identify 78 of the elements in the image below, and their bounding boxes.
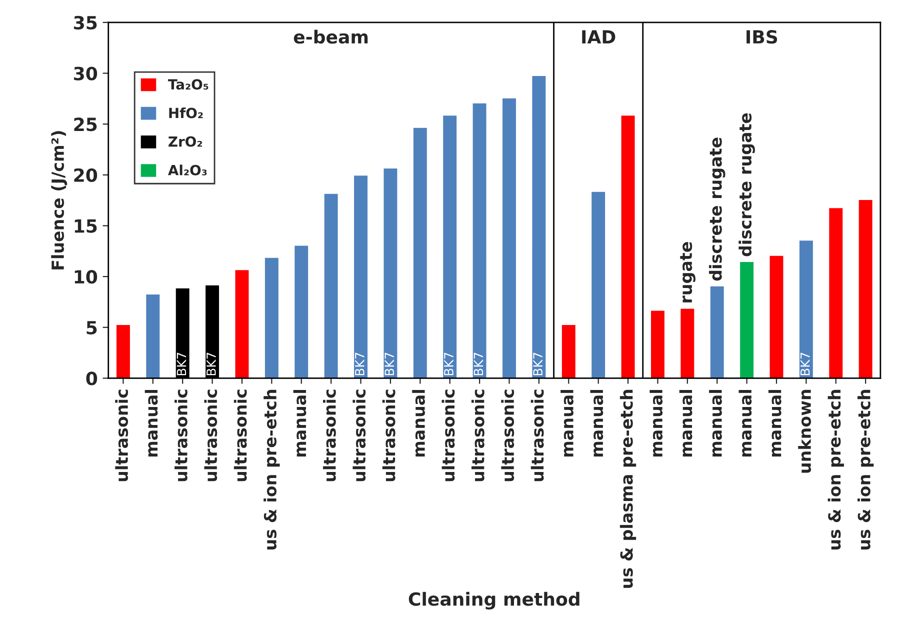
x-tick-label: ultrasonic [382,390,396,482]
bar [857,198,874,378]
bar [768,254,785,378]
annotation: discrete rugate [738,113,755,256]
x-tick-label: us & ion pre-etch [264,390,280,550]
bar [679,307,696,378]
x-tick-label: ultrasonic [352,390,366,482]
x-tick-label: unknown [798,390,812,473]
legend-label: ZrO₂ [168,136,202,147]
x-tick-label: manual [679,390,692,457]
x-tick-label: ultrasonic [530,390,544,482]
bar [234,268,250,378]
annotation: rugate [680,242,696,302]
y-tick-label: 25 [74,118,97,132]
bar [708,285,726,378]
bar [560,324,577,378]
annotation: BK7 [533,352,542,376]
x-tick-label: manual [709,390,722,457]
bar [650,309,666,378]
annotation: BK7 [474,352,483,376]
annotation: IAD [582,30,616,44]
bar [352,174,369,378]
legend-label: Ta₂O₅ [168,79,208,90]
x-tick-label: manual [144,390,158,457]
annotation: BK7 [800,352,810,376]
y-tick-label: 0 [86,372,98,386]
bar [501,96,518,378]
bar [620,114,636,378]
x-tick-label: ultrasonic [115,390,128,482]
bar [144,293,162,378]
bar [828,206,844,378]
y-tick-label: 30 [74,66,98,80]
y-tick-label: 35 [74,16,97,30]
bar [738,260,755,378]
x-tick-label: manual [768,390,782,457]
x-tick-label: manual [738,390,752,457]
y-tick-label: 20 [74,168,98,182]
bar [412,126,428,378]
bar [530,74,548,378]
y-axis-title: Fluence (J/cm²) [51,131,68,270]
x-tick-label: us & ion pre-etch [858,390,874,550]
annotation: BK7 [206,352,216,376]
y-tick-label: 15 [74,219,97,233]
bar [115,324,132,378]
x-tick-label: manual [560,390,574,457]
bar [590,190,606,378]
x-tick-label: ultrasonic [442,390,455,482]
x-axis-title: Cleaning method [408,592,580,610]
legend-label: HfO₂ [169,107,203,118]
x-tick-label: ultrasonic [204,390,218,482]
bar [322,192,340,378]
bar [293,244,310,378]
x-tick-label: manual [650,390,663,457]
bar [798,239,814,378]
annotation: BK7 [176,352,186,376]
annotation: IBS [746,30,778,44]
annotation: BK7 [355,352,364,376]
x-tick-label: ultrasonic [174,390,188,482]
bar [382,167,399,378]
x-tick-label: ultrasonic [234,390,247,482]
bar [264,256,280,378]
y-tick-label: 10 [74,270,98,284]
bar [471,102,488,378]
annotation: BK7 [444,352,454,376]
annotation: e-beam [294,30,368,44]
x-tick-label: ultrasonic [471,390,484,482]
x-tick-label: us & plasma pre-etch [620,390,636,588]
x-tick-label: ultrasonic [501,390,514,482]
x-tick-label: manual [590,390,604,457]
bar [442,114,458,378]
x-tick-label: manual [412,390,425,457]
x-tick-label: us & ion pre-etch [828,390,844,550]
y-tick-label: 5 [86,321,97,334]
legend-label: Al₂O₃ [168,164,207,176]
annotation: discrete rugate [708,138,726,281]
x-tick-label: ultrasonic [323,390,336,482]
annotation: BK7 [384,352,394,376]
x-tick-label: manual [293,390,306,457]
